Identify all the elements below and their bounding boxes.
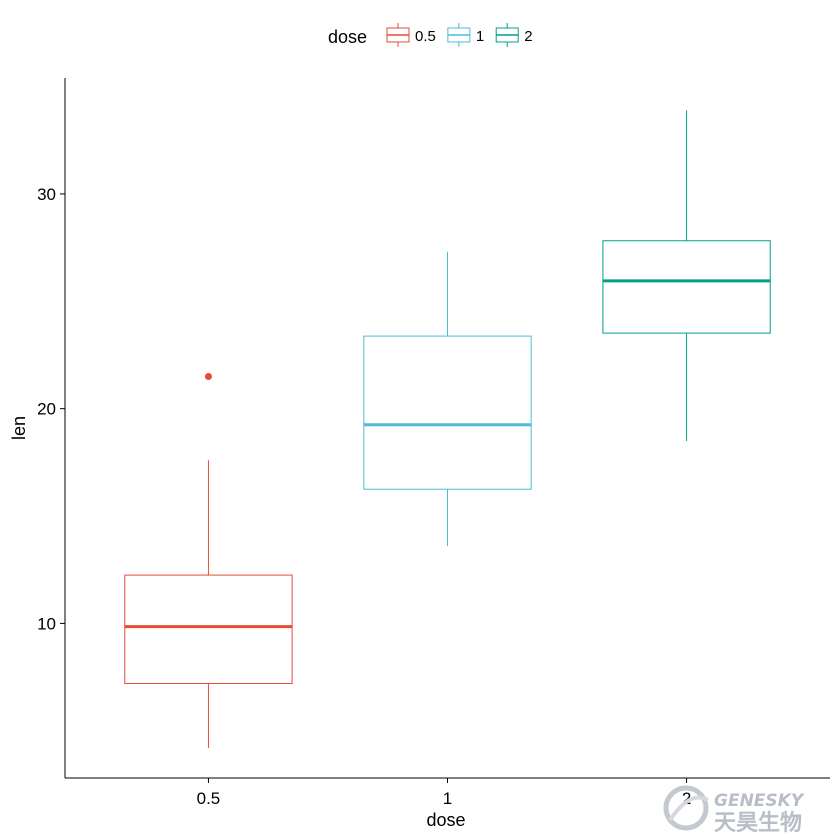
boxes xyxy=(124,110,771,748)
legend: dose 0.5 1 2 xyxy=(328,23,533,47)
genesky-watermark: GENESKY 天昊生物 xyxy=(663,785,805,836)
iqr-box xyxy=(602,240,771,334)
legend-entry-0.5: 0.5 xyxy=(386,23,436,47)
x-tick-label: 0.5 xyxy=(197,789,221,808)
box-1 xyxy=(363,251,532,547)
legend-entry-1: 1 xyxy=(447,23,484,47)
y-tick-label: 30 xyxy=(37,185,56,204)
legend-title: dose xyxy=(328,27,367,47)
iqr-box xyxy=(124,574,293,685)
y-tick-label: 10 xyxy=(37,614,56,633)
iqr-box xyxy=(363,335,532,490)
legend-label: 1 xyxy=(476,28,484,45)
y-axis-ticks: 10 20 30 xyxy=(37,185,65,633)
legend-label: 2 xyxy=(524,28,532,45)
legend-label: 0.5 xyxy=(415,28,436,45)
legend-key-boxplot-icon xyxy=(495,23,519,47)
box-0.5 xyxy=(124,372,293,748)
x-axis-title: dose xyxy=(426,810,465,830)
outlier-point xyxy=(204,372,212,380)
legend-entry-2: 2 xyxy=(495,23,533,47)
genesky-logo-icon xyxy=(663,785,709,831)
box-2 xyxy=(602,110,771,441)
y-tick-label: 20 xyxy=(37,400,56,419)
x-tick-label: 2 xyxy=(682,789,691,808)
watermark-text-en: GENESKY xyxy=(714,791,805,811)
x-tick-label: 1 xyxy=(443,789,452,808)
watermark-text-cn: 天昊生物 xyxy=(714,810,802,836)
legend-key-boxplot-icon xyxy=(447,23,471,47)
x-axis-ticks: 0.5 1 2 xyxy=(197,778,691,808)
legend-key-boxplot-icon xyxy=(386,23,410,47)
y-axis-title: len xyxy=(9,416,29,440)
